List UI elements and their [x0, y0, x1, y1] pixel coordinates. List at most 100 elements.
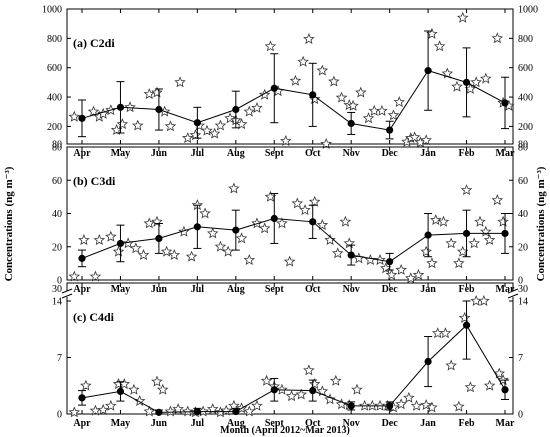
sample-point — [151, 215, 163, 227]
sample-point — [480, 72, 492, 84]
sample-point — [474, 215, 486, 227]
sample-point — [258, 222, 271, 234]
y-tick-label-right: 400 — [518, 93, 533, 104]
axis-break-mark — [61, 288, 73, 294]
sample-point — [395, 398, 407, 410]
mean-point — [270, 84, 278, 92]
panel-2: 0 0 20 20 40 40 60 60 80 80 Apr May Jun Jul Aug Sept Oct… — [52, 143, 528, 296]
mean-point — [270, 214, 278, 223]
y-tick-label-right: 7 — [518, 353, 523, 364]
sample-point — [439, 327, 452, 339]
x-tick-label: Dec — [382, 418, 399, 429]
sample-point — [68, 406, 81, 418]
sample-point — [395, 263, 407, 275]
panel-3: 30 30 0 0 7 7 14 14 Apr May Jun Jul Aug Sept Oct Nov Dec… — [52, 282, 528, 429]
sample-point — [431, 327, 444, 339]
sample-point — [426, 257, 438, 269]
sample-point — [368, 104, 381, 116]
sample-point — [464, 381, 477, 393]
sample-point — [491, 32, 504, 44]
sample-point — [214, 240, 227, 252]
sample-point — [412, 268, 425, 280]
sample-point — [405, 272, 417, 284]
sample-point — [451, 80, 463, 92]
sample-point — [453, 400, 465, 412]
plot-frame — [66, 8, 514, 145]
sample-point — [393, 96, 406, 108]
sample-point — [445, 237, 457, 249]
mean-point — [270, 386, 278, 394]
x-tick-label: Sept — [265, 418, 285, 429]
sample-point — [335, 91, 348, 103]
mean-point — [386, 402, 394, 410]
y-tick-label-left: 800 — [47, 34, 62, 45]
mean-line — [81, 70, 506, 131]
y-tick-label-right: 0 — [518, 410, 523, 421]
sample-point — [324, 393, 336, 405]
sample-point — [181, 132, 194, 144]
sample-point — [164, 405, 177, 417]
sample-point — [433, 40, 446, 52]
mean-point — [116, 239, 125, 248]
sample-point — [137, 249, 150, 260]
sample-point — [339, 215, 352, 227]
mean-point — [386, 258, 394, 266]
sample-point — [355, 86, 367, 98]
y-axis-label-left: Concentrations (ng m⁻³) — [3, 166, 15, 281]
sample-point — [347, 99, 359, 111]
mean-point — [155, 408, 163, 416]
mean-point — [424, 67, 432, 75]
sample-point — [353, 252, 365, 264]
mean-point — [462, 78, 471, 86]
mean-point — [386, 126, 394, 134]
y-tick-label-right: 200 — [518, 122, 533, 133]
sample-point — [68, 270, 81, 282]
y-tick-label-right: 600 — [518, 63, 533, 74]
x-tick-label: Sept — [265, 148, 285, 159]
sample-point — [251, 399, 263, 411]
x-tick-label: Aug — [227, 418, 245, 429]
sample-point — [420, 245, 432, 257]
sample-point — [235, 232, 248, 244]
sample-point — [460, 184, 473, 196]
sample-point — [164, 120, 177, 132]
sample-point — [458, 311, 471, 323]
sample-point — [214, 119, 227, 131]
sample-point — [124, 101, 136, 113]
y-tick-label-right: 20 — [518, 242, 528, 253]
x-tick-label: Jan — [420, 148, 436, 159]
x-tick-label: Jul — [191, 148, 205, 159]
mean-point — [155, 234, 163, 243]
y-tick-label-left: 40 — [52, 209, 62, 220]
sample-point — [320, 137, 332, 149]
sample-point — [387, 109, 400, 121]
sample-point — [426, 27, 438, 39]
sample-point — [264, 40, 277, 52]
panel-1: 80 80 200 200 400 400 600 600 800 800 1000 1000 Apr M… — [42, 5, 538, 160]
sample-point — [324, 234, 336, 245]
sample-point — [437, 215, 450, 227]
sample-point — [151, 375, 163, 387]
sample-point — [199, 207, 211, 219]
sample-point — [445, 359, 457, 371]
x-tick-label: Apr — [73, 284, 91, 295]
x-tick-label: Aug — [227, 148, 245, 159]
x-axis-label: Month (April 2012~Mar 2013) — [220, 425, 350, 436]
x-tick-label: Mar — [496, 284, 515, 295]
sample-point — [105, 230, 117, 242]
sample-point — [420, 134, 432, 146]
sample-point — [328, 75, 340, 87]
y-tick-label-right: 80 — [518, 140, 528, 151]
x-tick-label: Jun — [151, 418, 168, 429]
mean-point — [193, 119, 201, 127]
sample-point — [80, 379, 92, 391]
sample-point — [308, 195, 321, 207]
mean-point — [424, 357, 432, 366]
x-tick-label: Nov — [343, 148, 360, 159]
sample-point — [130, 242, 142, 254]
sample-point — [143, 217, 156, 229]
sample-point — [87, 105, 100, 117]
y-tick-label-right: 14 — [518, 297, 528, 308]
sample-point — [276, 217, 288, 229]
